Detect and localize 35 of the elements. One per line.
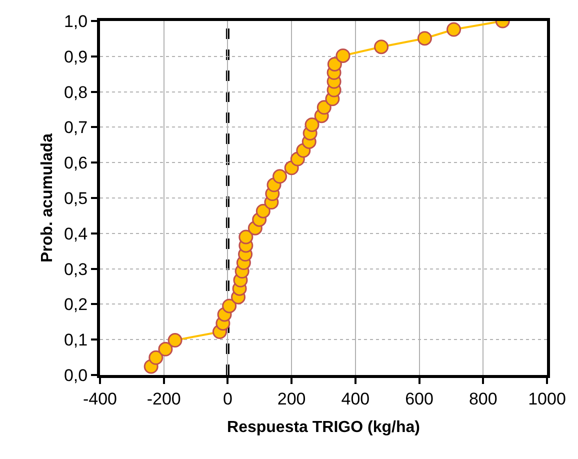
x-axis-title: Respuesta TRIGO (kg/ha): [227, 419, 420, 436]
point: [327, 56, 342, 72]
point: [222, 298, 237, 314]
y-tick-label: 0,0: [64, 366, 88, 385]
point: [316, 100, 332, 115]
y-tick-label: 0,6: [64, 154, 88, 173]
point: [417, 31, 432, 46]
x-tick-label: 200: [277, 389, 306, 408]
point: [158, 342, 173, 356]
y-tick-label: 1,0: [64, 12, 88, 31]
point: [446, 22, 462, 37]
x-tick-label: 600: [405, 389, 434, 408]
point: [272, 169, 288, 184]
y-tick-label: 0,4: [64, 224, 88, 244]
y-tick-label: 0,1: [64, 330, 88, 350]
point: [336, 48, 350, 63]
x-tick-label: 0: [222, 389, 232, 408]
y-tick-label: 0,9: [64, 47, 88, 66]
x-tick-label: 400: [341, 389, 370, 408]
point: [238, 230, 254, 244]
point: [374, 40, 389, 54]
point: [168, 333, 182, 348]
y-axis-title: Prob. acumulada: [38, 133, 56, 262]
x-tick-label: -200: [146, 389, 181, 408]
x-tick-label: 1000: [528, 389, 566, 408]
y-tick-label: 0,8: [64, 82, 88, 102]
y-tick-label: 0,2: [64, 295, 88, 314]
y-tick-label: 0,5: [64, 188, 88, 208]
point: [256, 204, 270, 218]
x-tick-label: 800: [468, 389, 498, 408]
x-tick-label: -400: [82, 389, 118, 408]
y-tick-label: 0,3: [64, 260, 88, 279]
point: [148, 350, 164, 365]
point: [304, 117, 320, 132]
y-tick-label: 0,7: [64, 118, 88, 138]
